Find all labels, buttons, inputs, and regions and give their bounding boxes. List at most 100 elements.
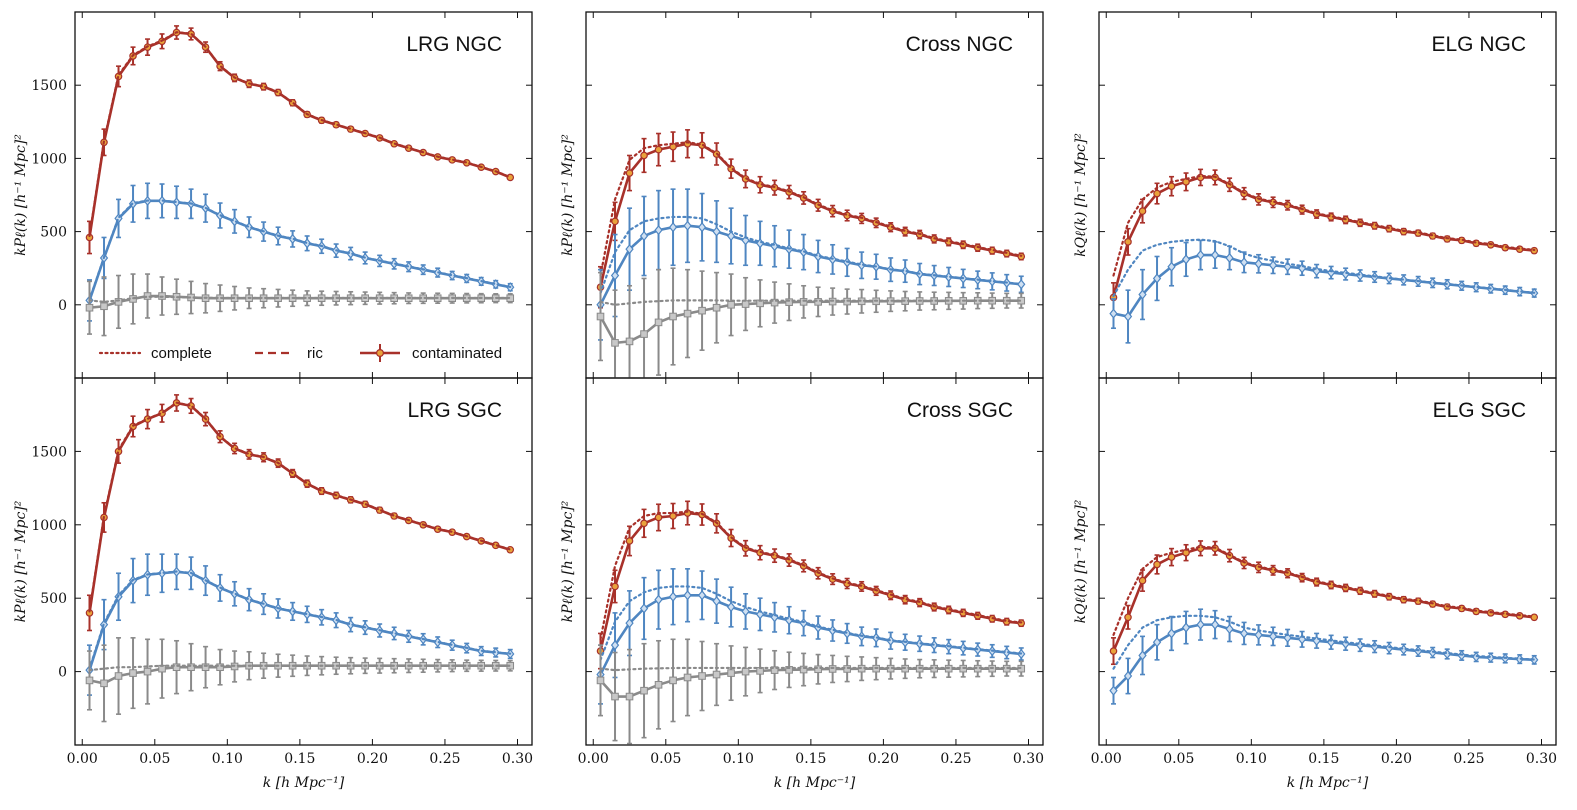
data-point-square — [712, 303, 721, 312]
data-point-square — [611, 339, 619, 347]
series-line-hexadecapole-contaminated — [89, 664, 511, 685]
data-point-diamond — [1239, 257, 1249, 268]
panel-title: LRG NGC — [406, 33, 502, 56]
y-tick-label: 0 — [58, 298, 67, 314]
data-point-circle — [1124, 613, 1132, 622]
series-line-monopole-complete — [1112, 545, 1536, 637]
series-group — [1109, 540, 1539, 705]
data-point-diamond — [1138, 650, 1147, 661]
data-point-diamond — [1152, 273, 1162, 284]
data-point-square — [727, 669, 735, 677]
data-point-circle — [1153, 560, 1161, 569]
data-point-square — [669, 312, 677, 321]
series-line-quadrupole-complete — [1112, 238, 1536, 298]
data-point-square — [698, 672, 706, 680]
data-point-circle — [1124, 238, 1132, 246]
y-axis-label: kPℓ(k) [h⁻¹ Mpc]² — [13, 500, 29, 622]
data-point-square — [100, 679, 108, 688]
x-tick-label: 0.25 — [1453, 751, 1484, 767]
panel-elg-ngc: kQℓ(k) [h⁻¹ Mpc]² ELG NGC — [1073, 11, 1557, 379]
series-line-quadrupole-complete — [88, 570, 512, 670]
axes-frame — [585, 377, 1044, 746]
data-point-diamond — [625, 244, 634, 255]
data-point-square — [114, 672, 123, 680]
data-point-diamond — [610, 640, 620, 651]
x-tick-label: 0.00 — [1091, 751, 1122, 767]
data-point-circle — [669, 512, 677, 520]
data-point-diamond — [1109, 308, 1118, 319]
data-point-square — [596, 312, 605, 321]
data-point-diamond — [755, 609, 765, 620]
data-point-diamond — [1326, 267, 1336, 278]
x-tick-label: 0.05 — [650, 751, 681, 767]
data-point-diamond — [1123, 311, 1133, 322]
x-tick-label: 0.15 — [1308, 751, 1339, 767]
series-line-monopole-complete — [1112, 174, 1536, 277]
data-point-diamond — [1268, 631, 1278, 642]
data-point-circle — [1138, 576, 1147, 585]
data-point-square — [683, 673, 692, 682]
x-axis-label: k [h Mpc⁻¹] — [774, 775, 856, 791]
series-line-quadrupole-contaminated — [1112, 623, 1535, 692]
data-point-square — [114, 298, 123, 306]
data-point-square — [201, 663, 210, 671]
data-point-diamond — [1225, 623, 1234, 635]
data-point-square — [654, 681, 663, 689]
data-point-square — [727, 301, 735, 309]
y-axis-label: kPℓ(k) [h⁻¹ Mpc]² — [560, 500, 576, 622]
y-tick-label: 0 — [58, 665, 67, 681]
data-point-diamond — [1123, 670, 1133, 682]
x-axis-label: k [h Mpc⁻¹] — [1287, 775, 1369, 791]
x-tick-label: 0.25 — [429, 751, 460, 767]
data-point-square — [785, 666, 793, 674]
data-point-diamond — [1268, 260, 1278, 271]
series-line-monopole-contaminated — [1112, 176, 1535, 298]
series-line-quadrupole-complete — [599, 585, 1023, 661]
data-point-circle — [1138, 207, 1147, 215]
series-line-monopole-contaminated — [599, 511, 1022, 652]
x-tick-label: 0.10 — [1236, 751, 1267, 767]
y-tick-label: 1500 — [31, 444, 67, 460]
series-group — [596, 500, 1026, 745]
x-tick-label: 0.00 — [67, 751, 98, 767]
x-tick-label: 0.30 — [502, 751, 533, 767]
series-line-monopole-contaminated — [599, 142, 1022, 288]
data-point-circle — [611, 217, 619, 226]
series-line-quadrupole-complete — [1112, 614, 1536, 670]
data-point-diamond — [1239, 628, 1249, 639]
data-point-square — [640, 686, 648, 695]
data-point-diamond — [1167, 628, 1176, 639]
data-point-square — [814, 665, 822, 674]
panel-cross-sgc: 0.00 0.05 0.10 0.15 0.20 0.25 0.30 kPℓ(k) [h⁻¹ … — [560, 377, 1044, 791]
series-line-quadrupole-complete — [88, 199, 512, 301]
data-point-diamond — [654, 594, 663, 605]
data-point-diamond — [1196, 249, 1205, 261]
data-point-circle — [1167, 553, 1176, 561]
data-point-diamond — [1370, 641, 1379, 652]
data-point-square — [143, 667, 152, 676]
legend-label-ric: ric — [307, 345, 323, 362]
x-tick-label: 0.20 — [868, 751, 899, 767]
data-point-diamond — [1254, 258, 1263, 269]
data-point-square — [741, 667, 750, 676]
x-tick-label: 0.00 — [578, 751, 609, 767]
series-line-hexadecapole-complete — [88, 664, 512, 672]
data-point-diamond — [683, 590, 692, 601]
legend: complete ric contaminated — [98, 344, 502, 362]
data-point-diamond — [726, 601, 736, 613]
data-point-diamond — [1196, 619, 1205, 630]
data-point-diamond — [639, 603, 649, 614]
data-point-diamond — [1109, 685, 1118, 696]
data-point-circle — [1530, 613, 1539, 622]
panel-title: Cross NGC — [906, 33, 1013, 56]
series-group — [1109, 168, 1539, 344]
y-tick-label: 1500 — [31, 78, 67, 94]
data-point-square — [770, 298, 779, 307]
data-point-diamond — [1283, 261, 1292, 272]
x-tick-label: 0.10 — [723, 751, 754, 767]
axes-frame — [74, 377, 533, 746]
data-point-circle — [611, 582, 619, 591]
data-point-diamond — [1210, 249, 1220, 261]
series-line-quadrupole-contaminated — [1113, 253, 1535, 318]
